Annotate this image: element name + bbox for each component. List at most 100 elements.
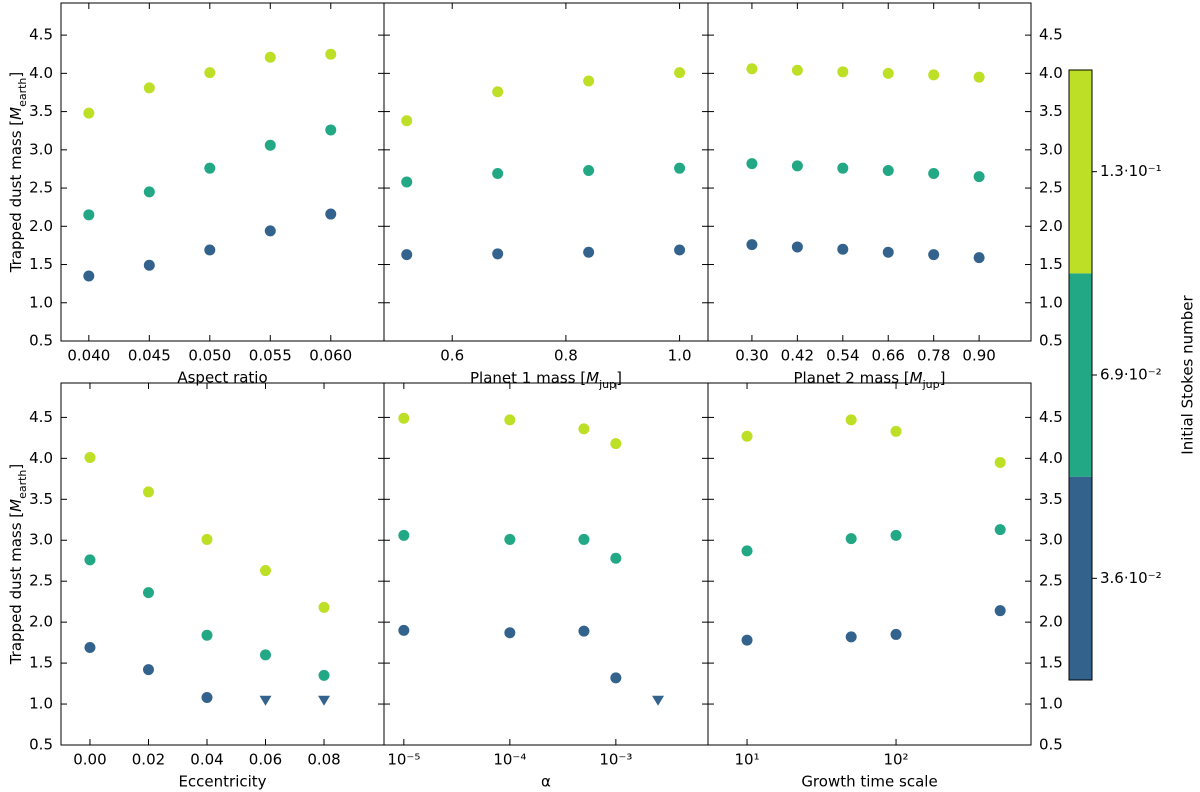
y-tick-label: 3.0 bbox=[1039, 531, 1063, 549]
x-axis-label-part: M bbox=[910, 369, 923, 387]
x-tick-label: 0.78 bbox=[917, 347, 950, 365]
y-axis-label: Trapped dust mass [Mearth] bbox=[7, 72, 29, 274]
y-axis-label-part: ] bbox=[7, 464, 25, 470]
plot-frame bbox=[60, 382, 385, 746]
x-tick-label: 0.66 bbox=[872, 347, 905, 365]
y-tick-label: 2.0 bbox=[29, 613, 53, 631]
y-axis-label-part: M bbox=[7, 499, 25, 512]
y-tick-label: 1.0 bbox=[29, 695, 53, 713]
colorbar-segment bbox=[1069, 476, 1092, 680]
y-tick-label: 4.0 bbox=[29, 449, 53, 467]
y-tick-label: 4.0 bbox=[1039, 64, 1063, 82]
point bbox=[583, 246, 595, 258]
y-tick-label: 4.5 bbox=[29, 26, 53, 44]
x-tick-label: 0.6 bbox=[440, 347, 464, 365]
point bbox=[84, 452, 96, 464]
x-tick-label: 0.060 bbox=[309, 347, 352, 365]
point bbox=[504, 533, 516, 545]
x-axis-label-part: ] bbox=[616, 369, 622, 387]
x-tick-label: 1.0 bbox=[668, 347, 692, 365]
y-tick-label: 3.5 bbox=[1039, 490, 1063, 508]
point bbox=[398, 529, 410, 541]
point bbox=[791, 160, 803, 172]
point bbox=[142, 664, 154, 676]
point bbox=[882, 67, 894, 79]
point bbox=[264, 51, 276, 63]
y-axis-label-part: earth bbox=[16, 470, 29, 499]
point bbox=[741, 430, 753, 442]
x-tick-label: 0.045 bbox=[128, 347, 171, 365]
x-tick-label: 10⁻³ bbox=[599, 751, 632, 769]
y-axis-label-part: Trapped dust mass [ bbox=[7, 512, 25, 665]
x-tick-label: 10¹ bbox=[734, 751, 759, 769]
x-tick-label: 0.050 bbox=[188, 347, 231, 365]
point bbox=[325, 208, 337, 220]
y-tick-label: 2.5 bbox=[29, 179, 53, 197]
point bbox=[204, 244, 216, 256]
point bbox=[142, 486, 154, 498]
point bbox=[578, 423, 590, 435]
y-tick-label: 0.5 bbox=[1039, 736, 1063, 754]
point bbox=[610, 438, 622, 450]
point bbox=[578, 625, 590, 637]
y-tick-label: 2.0 bbox=[1039, 217, 1063, 235]
y-tick-label: 3.5 bbox=[1039, 102, 1063, 120]
point bbox=[318, 669, 330, 681]
point bbox=[83, 107, 95, 119]
point bbox=[143, 259, 155, 271]
point bbox=[204, 67, 216, 79]
x-tick-label: 0.30 bbox=[735, 347, 768, 365]
point bbox=[84, 642, 96, 654]
point bbox=[143, 82, 155, 94]
y-tick-label: 3.0 bbox=[1039, 140, 1063, 158]
point bbox=[845, 533, 857, 545]
point bbox=[578, 533, 590, 545]
point bbox=[260, 565, 272, 577]
x-tick-label: 0.06 bbox=[249, 751, 282, 769]
point bbox=[264, 139, 276, 151]
y-axis-label-part: Trapped dust mass [ bbox=[7, 120, 25, 273]
point bbox=[401, 176, 413, 188]
point bbox=[492, 168, 504, 180]
x-tick-label: 0.04 bbox=[190, 751, 223, 769]
point bbox=[928, 249, 940, 261]
x-tick-label: 0.055 bbox=[249, 347, 292, 365]
y-tick-label: 1.5 bbox=[1039, 654, 1063, 672]
y-tick-label: 2.5 bbox=[29, 572, 53, 590]
x-axis-label-part: Planet 2 mass [ bbox=[794, 369, 910, 387]
point bbox=[837, 162, 849, 174]
x-axis-label: α bbox=[541, 773, 551, 791]
x-axis-label: Planet 2 mass [Mjup] bbox=[794, 369, 946, 391]
y-tick-label: 4.5 bbox=[1039, 26, 1063, 44]
point bbox=[318, 601, 330, 613]
y-tick-label: 2.5 bbox=[1039, 572, 1063, 590]
point bbox=[973, 171, 985, 183]
point bbox=[401, 249, 413, 261]
plot-frame bbox=[383, 2, 709, 342]
x-axis-label-part: jup bbox=[598, 378, 616, 391]
point bbox=[143, 186, 155, 198]
point bbox=[204, 162, 216, 174]
point bbox=[674, 162, 686, 174]
point bbox=[741, 545, 753, 557]
point bbox=[674, 67, 686, 79]
point bbox=[994, 456, 1006, 468]
y-tick-label: 2.0 bbox=[1039, 613, 1063, 631]
y-tick-label: 3.5 bbox=[29, 102, 53, 120]
y-axis-label-part: ] bbox=[7, 72, 25, 78]
colorbar-label: 1.3·10⁻¹ bbox=[1100, 162, 1162, 180]
x-tick-label: 10⁻⁵ bbox=[387, 751, 420, 769]
y-axis-label-part: earth bbox=[16, 78, 29, 107]
point bbox=[791, 241, 803, 253]
point bbox=[791, 64, 803, 76]
point bbox=[492, 86, 504, 98]
point bbox=[973, 252, 985, 264]
point bbox=[325, 124, 337, 136]
plot-frame bbox=[707, 2, 1032, 342]
colorbar-title: Initial Stokes number bbox=[1179, 294, 1197, 454]
y-tick-label: 1.0 bbox=[29, 293, 53, 311]
upper-limit-marker bbox=[259, 695, 272, 706]
colorbar-segment bbox=[1069, 70, 1092, 274]
point bbox=[398, 624, 410, 636]
